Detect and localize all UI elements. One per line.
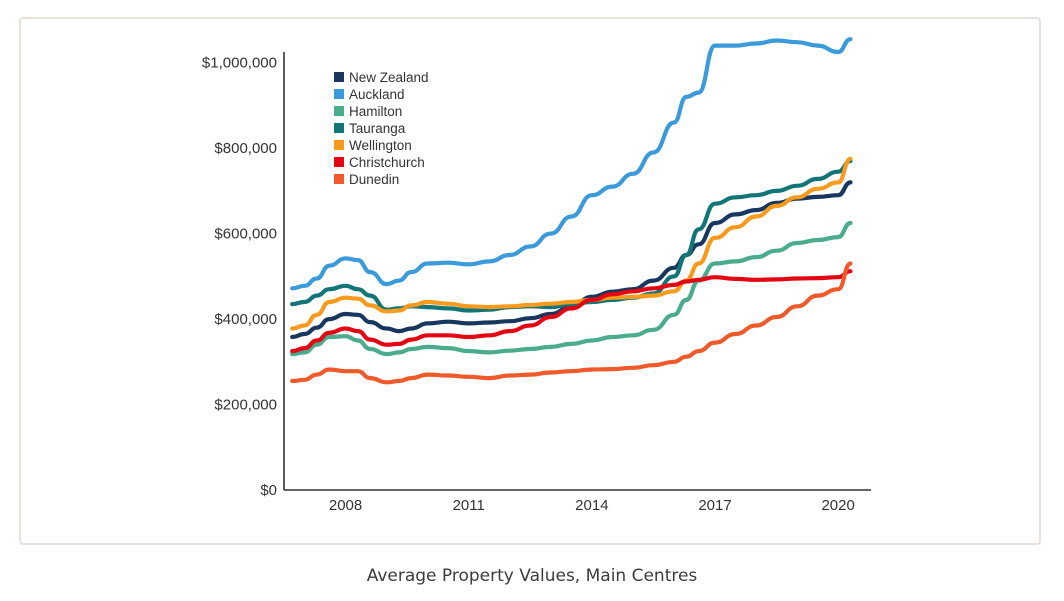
legend-label: Christchurch	[349, 155, 425, 170]
y-tick-label: $800,000	[214, 140, 277, 157]
y-tick-label: $1,000,000	[202, 55, 277, 72]
x-tick-label: 2017	[698, 497, 731, 514]
chart-frame	[19, 17, 1041, 545]
x-tick-label: 2011	[453, 497, 485, 514]
series-line-dunedin	[290, 261, 853, 385]
x-tick-label: 2020	[821, 497, 854, 514]
series-line-tauranga	[290, 158, 853, 313]
y-tick-label: $400,000	[214, 311, 277, 328]
y-tick-label: $600,000	[214, 226, 277, 243]
legend: New Zealand Auckland Hamilton Tauranga Welli…	[334, 70, 429, 187]
series-line-christchurch	[290, 269, 853, 354]
series-line-auckland	[290, 37, 853, 291]
legend-swatch	[334, 174, 344, 184]
series-line-wellington	[290, 156, 853, 331]
legend-label: Dunedin	[349, 172, 399, 187]
legend-swatch	[334, 72, 344, 82]
legend-swatch	[334, 140, 344, 150]
legend-label: Hamilton	[349, 104, 402, 119]
legend-label: Wellington	[349, 138, 412, 153]
y-tick-label: $200,000	[214, 397, 277, 414]
series-lines	[290, 37, 853, 385]
series-line-hamilton	[290, 220, 853, 357]
y-tick-label: $0	[260, 482, 277, 499]
legend-swatch	[334, 123, 344, 133]
line-chart: $0 $200,000 $400,000 $600,000 $800,000 $1,000…	[202, 37, 871, 514]
axes: $0 $200,000 $400,000 $600,000 $800,000 $1,000…	[202, 52, 871, 514]
x-tick-label: 2014	[575, 497, 608, 514]
legend-label: Tauranga	[349, 121, 406, 136]
legend-label: New Zealand	[349, 70, 429, 85]
x-tick-label: 2008	[329, 497, 362, 514]
legend-label: Auckland	[349, 87, 405, 102]
legend-swatch	[334, 157, 344, 167]
series-line-new-zealand	[290, 180, 853, 340]
chart-caption: Average Property Values, Main Centres	[366, 566, 698, 586]
legend-swatch	[334, 89, 344, 99]
legend-swatch	[334, 106, 344, 116]
